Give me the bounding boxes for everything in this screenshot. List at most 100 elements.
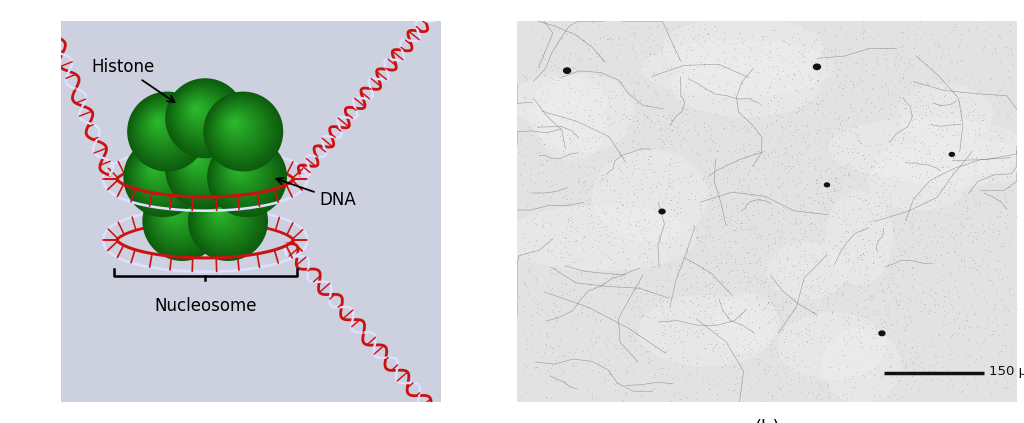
Point (676, 35, 692, 42)
Point (646, 120, 663, 126)
Point (675, 104, 691, 111)
Point (777, 38, 794, 45)
Point (849, 59, 865, 66)
Point (964, 220, 980, 227)
Point (805, 178, 821, 184)
Point (656, 349, 673, 355)
Point (811, 127, 827, 134)
Point (612, 41, 629, 47)
Point (935, 133, 951, 140)
Point (835, 391, 851, 398)
Point (849, 333, 865, 340)
Point (822, 98, 839, 104)
Point (609, 194, 626, 201)
Circle shape (237, 166, 239, 169)
Point (545, 270, 561, 277)
Point (850, 137, 866, 144)
Point (634, 71, 650, 78)
Point (921, 58, 937, 64)
Point (888, 65, 904, 72)
Point (933, 185, 949, 192)
Point (579, 224, 595, 231)
Point (776, 165, 793, 172)
Point (540, 110, 556, 117)
Point (878, 197, 894, 204)
Point (609, 165, 626, 172)
Circle shape (155, 120, 161, 125)
Point (751, 324, 767, 331)
Point (775, 298, 792, 305)
Point (887, 181, 903, 188)
Point (595, 280, 611, 286)
Point (906, 209, 923, 216)
Point (940, 287, 956, 294)
Point (552, 36, 568, 43)
Point (780, 117, 797, 124)
Point (890, 341, 906, 348)
Point (811, 391, 827, 398)
Point (737, 37, 754, 44)
Point (719, 313, 735, 320)
Point (791, 96, 807, 103)
Point (723, 253, 739, 259)
Point (564, 363, 581, 369)
Circle shape (178, 91, 223, 137)
Point (724, 267, 740, 274)
Point (904, 315, 921, 321)
Point (937, 322, 953, 329)
Point (673, 282, 689, 288)
Point (695, 20, 712, 27)
Point (681, 173, 697, 180)
Point (984, 172, 1000, 179)
Point (748, 292, 764, 299)
Point (689, 241, 706, 248)
Point (625, 137, 641, 144)
Point (626, 32, 642, 38)
Point (998, 44, 1015, 51)
Point (671, 327, 687, 334)
Point (765, 411, 781, 418)
Point (602, 102, 618, 109)
Point (733, 80, 750, 86)
Point (575, 203, 592, 210)
Point (682, 173, 698, 179)
Circle shape (138, 102, 188, 153)
Point (762, 136, 778, 143)
Point (732, 89, 749, 96)
Point (764, 298, 780, 305)
Point (862, 369, 879, 376)
Circle shape (174, 139, 230, 195)
Point (801, 193, 817, 200)
Point (612, 190, 629, 197)
Point (998, 225, 1015, 232)
Point (816, 275, 833, 281)
Circle shape (155, 193, 203, 241)
Point (762, 351, 778, 358)
Point (932, 53, 948, 60)
Point (556, 243, 572, 250)
Point (557, 353, 573, 360)
Point (560, 100, 577, 107)
Point (535, 35, 551, 42)
Point (727, 239, 743, 246)
Point (852, 252, 868, 258)
Point (521, 255, 538, 262)
Point (806, 288, 822, 294)
Point (596, 128, 612, 135)
Point (600, 122, 616, 129)
Point (582, 220, 598, 227)
Point (904, 372, 921, 379)
Circle shape (123, 137, 204, 217)
Point (540, 130, 556, 137)
Point (488, 287, 505, 294)
Point (972, 9, 988, 16)
Point (689, 234, 706, 241)
Point (579, 387, 595, 394)
Point (642, 392, 658, 399)
Point (769, 70, 785, 77)
Point (617, 171, 634, 178)
Point (696, 85, 713, 92)
Point (716, 125, 732, 132)
Point (569, 270, 586, 277)
Point (898, 381, 914, 387)
